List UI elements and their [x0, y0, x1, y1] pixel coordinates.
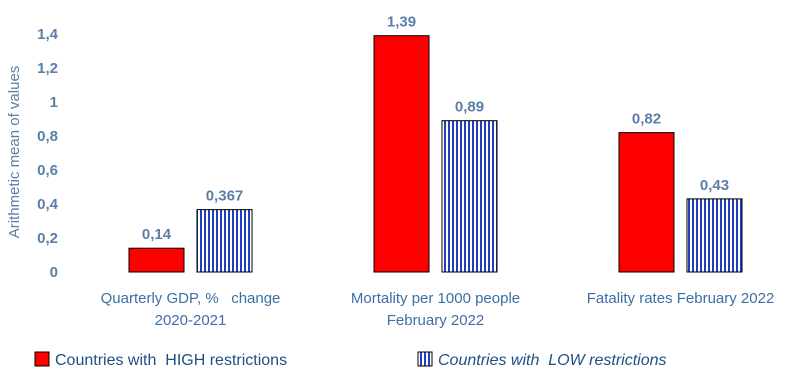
- x-category-label: Fatality rates February 2022: [587, 290, 775, 307]
- legend: Countries with HIGH restrictions Countrie…: [34, 351, 667, 369]
- y-tick-label: 0,6: [37, 162, 58, 179]
- x-category-label: Quarterly GDP, % change: [101, 290, 281, 307]
- y-tick-label: 1: [50, 94, 58, 111]
- data-label: 0,367: [206, 188, 244, 205]
- y-tick-label: 0,4: [37, 196, 59, 213]
- bar-low-restrictions: [196, 209, 253, 273]
- bar-high-restrictions: [373, 35, 430, 273]
- y-axis-label: Arithmetic mean of values: [6, 66, 23, 239]
- bar-high-restrictions: [128, 247, 185, 273]
- axes: 0 0,2 0,4 0,6 0,8 1 1,2 1,4: [37, 26, 59, 281]
- bar-low-restrictions: [441, 120, 498, 273]
- data-label: 0,14: [142, 226, 172, 243]
- x-category-label: Mortality per 1000 people: [351, 290, 520, 307]
- labels: 0,14 0,367 Quarterly GDP, % change 2020-202…: [101, 14, 775, 329]
- bars: [128, 35, 743, 273]
- data-label: 0,89: [455, 99, 484, 116]
- legend-swatch: [34, 351, 50, 367]
- data-label: 0,82: [632, 111, 661, 128]
- y-tick-label: 0,2: [37, 230, 58, 247]
- x-category-label: 2020-2021: [155, 312, 227, 329]
- y-tick-label: 0,8: [37, 128, 58, 145]
- x-category-label: February 2022: [387, 312, 485, 329]
- legend-label: Countries with LOW restrictions: [438, 352, 667, 369]
- y-tick-label: 0: [50, 264, 58, 281]
- data-label: 0,43: [700, 177, 729, 194]
- legend-label: Countries with HIGH restrictions: [55, 352, 287, 369]
- y-tick-label: 1,4: [37, 26, 59, 43]
- y-tick-label: 1,2: [37, 60, 58, 77]
- legend-swatch: [417, 351, 433, 367]
- bar-low-restrictions: [686, 198, 743, 273]
- data-label: 1,39: [387, 14, 416, 31]
- bar-high-restrictions: [618, 132, 675, 273]
